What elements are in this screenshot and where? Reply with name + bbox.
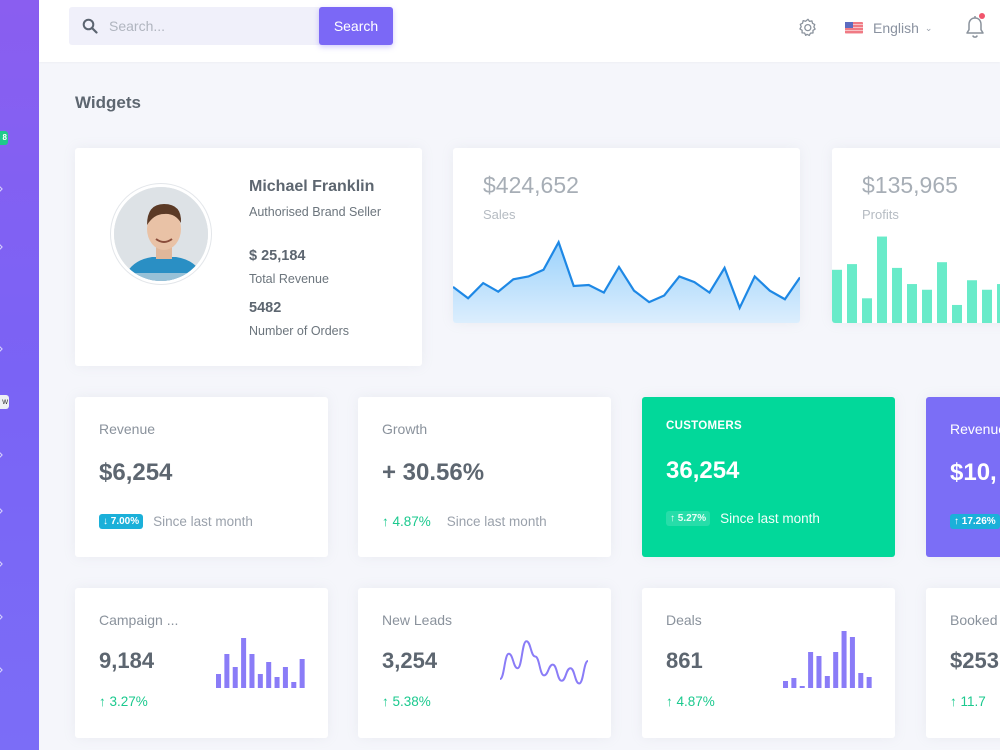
- profile-name: Michael Franklin: [249, 178, 375, 195]
- deals-bar-chart: [783, 631, 872, 688]
- sidebar-chevron-icon[interactable]: [0, 561, 3, 567]
- stat-card-growth: Growth + 30.56% ↑ 4.87% Since last month: [358, 397, 611, 557]
- stat-title: Revenue: [99, 421, 156, 437]
- sales-value: $424,652: [483, 172, 579, 198]
- trend-up-text: ↑ 11.7: [950, 694, 986, 709]
- trend-up-badge: ↑ 5.27%: [666, 511, 711, 526]
- trend-up-text: ↑ 4.87%: [666, 694, 715, 709]
- trend-up-badge: ↑ 17.26%: [950, 514, 1000, 529]
- since-label: Since last month: [446, 514, 547, 529]
- sidebar-chevron-icon[interactable]: [0, 186, 3, 192]
- trend-up-text: ↑ 5.38%: [382, 694, 431, 709]
- stat-title: Growth: [382, 421, 428, 437]
- notification-dot: [979, 13, 985, 19]
- sales-area-chart: [453, 239, 800, 323]
- mini-value: 861: [666, 648, 703, 673]
- topbar: Search English ⌄: [39, 0, 1000, 62]
- mini-title: New Leads: [382, 612, 453, 628]
- stat-title: Revenue: [950, 421, 1000, 437]
- stat-card-customers: CUSTOMERS 36,254 ↑ 5.27% Since last mont…: [642, 397, 895, 557]
- stat-card-revenue-2: Revenue $10, ↑ 17.26%: [926, 397, 1000, 557]
- stat-card-revenue: Revenue $6,254 ↓ 7.00% Since last month: [75, 397, 328, 557]
- language-selector[interactable]: English ⌄: [845, 18, 932, 38]
- gear-icon[interactable]: [797, 17, 819, 39]
- profile-role: Authorised Brand Seller: [249, 205, 382, 219]
- profits-label: Profits: [862, 207, 899, 222]
- sidebar-chevron-icon[interactable]: [0, 346, 3, 352]
- profits-value: $135,965: [862, 172, 958, 198]
- mini-card-deals: Deals 861 ↑ 4.87%: [642, 588, 895, 738]
- search-icon: [82, 18, 98, 34]
- search-input[interactable]: [109, 7, 309, 45]
- sidebar-chevron-icon[interactable]: [0, 508, 3, 514]
- mini-card-new-leads: New Leads 3,254 ↑ 5.38%: [358, 588, 611, 738]
- sidebar-chevron-icon[interactable]: [0, 244, 3, 250]
- sidebar-badge-count: 8: [0, 131, 8, 145]
- profits-card: $135,965 Profits: [832, 148, 1000, 323]
- stat-value: + 30.56%: [382, 459, 485, 486]
- bell-icon[interactable]: [963, 15, 987, 41]
- trend-down-badge: ↓ 7.00%: [99, 514, 144, 529]
- sidebar: 8 w: [0, 0, 39, 750]
- us-flag-icon: [845, 22, 863, 34]
- sales-label: Sales: [483, 207, 516, 222]
- avatar: [111, 184, 211, 284]
- campaign-bar-chart: [216, 638, 305, 688]
- search-button[interactable]: Search: [319, 7, 393, 45]
- trend-up-text: ↑ 4.87%: [382, 514, 431, 529]
- profile-total-revenue: $ 25,184: [249, 248, 306, 264]
- sidebar-chevron-icon[interactable]: [0, 667, 3, 673]
- since-label: Since last month: [720, 511, 820, 526]
- sidebar-chevron-icon[interactable]: [0, 452, 3, 458]
- sidebar-chevron-icon[interactable]: [0, 614, 3, 620]
- mini-title: Deals: [666, 612, 702, 628]
- chevron-down-icon: ⌄: [924, 22, 933, 33]
- profits-bar-chart: [832, 236, 1000, 323]
- mini-title: Campaign ...: [99, 612, 179, 628]
- sidebar-badge-new: w: [0, 395, 9, 409]
- mini-value: $253: [950, 648, 999, 673]
- profile-orders: 5482: [249, 300, 282, 316]
- mini-value: 9,184: [99, 648, 155, 673]
- profile-card: Michael Franklin Authorised Brand Seller…: [75, 148, 422, 366]
- mini-card-campaign: Campaign ... 9,184 ↑ 3.27%: [75, 588, 328, 738]
- profile-orders-label: Number of Orders: [249, 324, 350, 338]
- stat-value: $6,254: [99, 459, 173, 486]
- sales-card: $424,652 Sales: [453, 148, 800, 323]
- avatar-image: [114, 187, 208, 281]
- mini-value: 3,254: [382, 648, 438, 673]
- stat-value: 36,254: [666, 457, 740, 484]
- trend-up-text: ↑ 3.27%: [99, 694, 148, 709]
- language-label: English: [873, 20, 919, 36]
- page-title: Widgets: [75, 93, 141, 112]
- profile-total-revenue-label: Total Revenue: [249, 272, 329, 286]
- stat-title: CUSTOMERS: [666, 420, 742, 432]
- mini-title: Booked: [950, 612, 998, 628]
- new-leads-line-chart: [499, 640, 589, 685]
- since-label: Since last month: [153, 514, 253, 529]
- mini-card-booked: Booked $253 ↑ 11.7: [926, 588, 1000, 738]
- stat-value: $10,: [950, 459, 997, 486]
